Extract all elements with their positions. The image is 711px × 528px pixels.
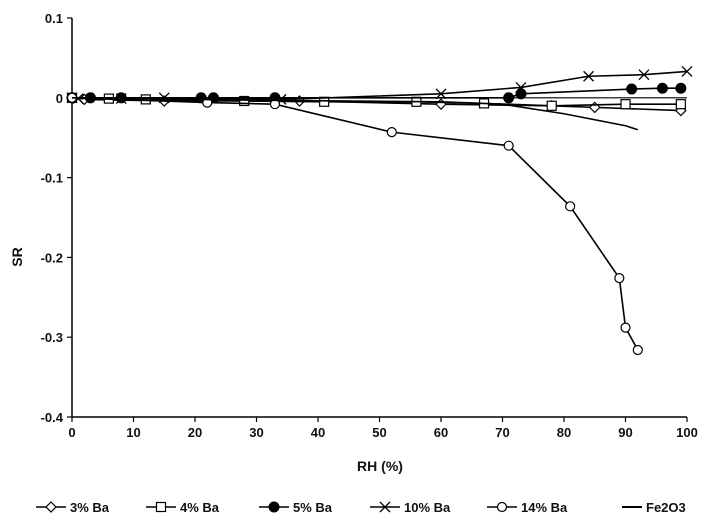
data-point (515, 81, 527, 93)
data-point (435, 98, 447, 111)
data-point (620, 99, 631, 110)
data-point (515, 88, 527, 100)
legend-item: 5% Ba (259, 500, 333, 515)
x-tick-label: 80 (557, 425, 571, 440)
data-point (675, 99, 686, 110)
data-point (565, 201, 576, 212)
x-axis-ticks: 0 10 20 30 40 50 60 70 80 90 100 (68, 417, 698, 440)
legend-item: 10% Ba (370, 500, 451, 515)
legend-item: 4% Ba (146, 500, 220, 515)
x-tick-label: 70 (495, 425, 509, 440)
x-tick-label: 0 (68, 425, 75, 440)
data-point (588, 101, 601, 114)
data-point (626, 83, 638, 95)
series-layer (66, 66, 693, 356)
legend-marker (45, 501, 57, 513)
data-point (386, 127, 397, 138)
data-point (638, 69, 650, 81)
series-line (71, 97, 639, 131)
legend-item: 3% Ba (36, 500, 110, 515)
legend: 3% Ba 4% Ba 5% Ba 10% Ba 14% Ba Fe2O3 (36, 500, 686, 515)
legend-label: 5% Ba (293, 500, 333, 515)
series-6 (71, 97, 639, 131)
y-axis-ticks: 0.1 0 -0.1 -0.2 -0.3 -0.4 (41, 11, 72, 425)
data-point (614, 273, 625, 284)
data-point (675, 82, 687, 94)
legend-marker (379, 501, 391, 513)
legend-marker (496, 501, 508, 513)
x-tick-label: 10 (126, 425, 140, 440)
data-point (620, 322, 631, 333)
x-axis-label: RH (%) (357, 458, 403, 474)
data-point (503, 92, 515, 104)
legend-label: 3% Ba (70, 500, 110, 515)
data-point (435, 88, 447, 100)
legend-item: Fe2O3 (622, 500, 686, 515)
legend-marker (155, 501, 167, 513)
legend-marker (268, 501, 280, 513)
x-tick-label: 90 (618, 425, 632, 440)
y-tick-label: -0.3 (41, 330, 63, 345)
data-point (239, 95, 250, 107)
x-tick-label: 100 (676, 425, 698, 440)
legend-label: 10% Ba (404, 500, 451, 515)
x-tick-label: 50 (372, 425, 386, 440)
data-point (546, 100, 557, 111)
legend-item: 14% Ba (487, 500, 568, 515)
data-point (656, 82, 668, 94)
x-tick-label: 20 (188, 425, 202, 440)
x-tick-label: 60 (434, 425, 448, 440)
x-tick-label: 30 (249, 425, 263, 440)
y-tick-label: -0.4 (41, 410, 64, 425)
data-point (632, 344, 643, 356)
series-5 (66, 92, 643, 356)
legend-label: 14% Ba (521, 500, 568, 515)
x-tick-label: 40 (311, 425, 325, 440)
legend-label: 4% Ba (180, 500, 220, 515)
y-tick-label: 0.1 (45, 11, 63, 26)
y-tick-label: -0.2 (41, 250, 63, 265)
y-axis-label: SR (9, 247, 25, 266)
y-tick-label: -0.1 (41, 171, 63, 186)
data-point (681, 66, 693, 77)
series-line (71, 97, 639, 351)
legend-label: Fe2O3 (646, 500, 686, 515)
data-point (503, 140, 514, 151)
plot-area (71, 18, 687, 418)
data-point (583, 70, 595, 82)
y-tick-label: 0 (56, 91, 63, 106)
